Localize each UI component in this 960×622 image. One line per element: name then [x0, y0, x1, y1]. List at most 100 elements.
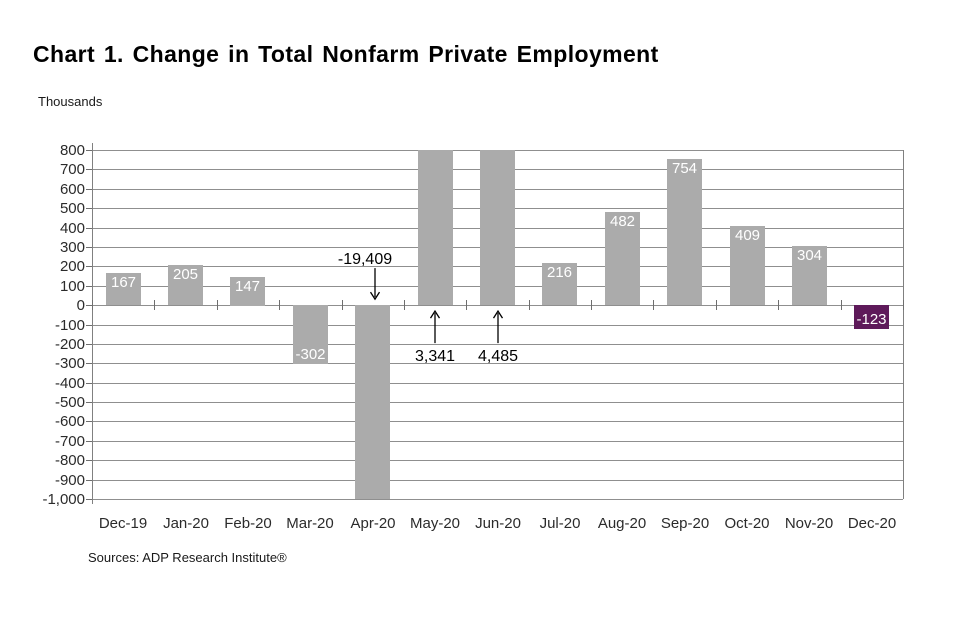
x-axis-label-jan-20: Jan-20 [163, 515, 209, 532]
y-axis-tick [86, 247, 92, 248]
y-axis-tick [86, 189, 92, 190]
annotation-label-may-20: 3,341 [414, 348, 456, 366]
x-axis-tick [342, 300, 343, 310]
y-axis-tick-label: -900 [54, 472, 85, 489]
y-axis-tick-label: -500 [54, 394, 85, 411]
source-note: Sources: ADP Research Institute® [88, 550, 287, 565]
x-axis-tick [591, 300, 592, 310]
y-axis-tick [86, 286, 92, 287]
x-axis-tick [92, 300, 93, 310]
bar-may-20 [418, 150, 453, 305]
x-axis-label-apr-20: Apr-20 [350, 515, 396, 532]
y-axis-tick-label: -100 [54, 317, 85, 334]
x-axis-label-feb-20: Feb-20 [224, 515, 272, 532]
y-axis-tick-label: 300 [59, 239, 85, 256]
y-axis-tick-label: -300 [54, 355, 85, 372]
x-axis-tick [778, 300, 779, 310]
bar-value-label-mar-20: -302 [295, 346, 326, 363]
bar-dec-19 [106, 273, 141, 305]
bar-value-label-jul-20: 216 [546, 264, 573, 281]
y-axis-tick [86, 460, 92, 461]
bar-value-label-feb-20: 147 [234, 278, 261, 295]
x-axis-tick [404, 300, 405, 310]
x-axis-tick [217, 300, 218, 310]
bar-aug-20 [605, 212, 640, 305]
y-axis-tick-label: -600 [54, 413, 85, 430]
bar-value-label-dec-20: -123 [856, 311, 887, 328]
bar-mar-20 [293, 305, 328, 364]
bar-value-label-sep-20: 754 [671, 160, 698, 177]
x-axis-label-jun-20: Jun-20 [475, 515, 521, 532]
gridline--700 [92, 441, 903, 442]
y-axis-tick [86, 383, 92, 384]
plot-right-border [903, 150, 904, 499]
bar-apr-20 [355, 305, 390, 499]
x-axis-label-dec-20: Dec-20 [847, 515, 897, 532]
y-axis-tick-label: -700 [54, 433, 85, 450]
y-axis-tick-label: -200 [54, 336, 85, 353]
bar-dec-20 [854, 305, 889, 329]
gridline--100 [92, 325, 903, 326]
x-axis-label-jul-20: Jul-20 [539, 515, 581, 532]
x-axis-tick [279, 300, 280, 310]
gridline--400 [92, 383, 903, 384]
y-axis-tick [86, 441, 92, 442]
chart-title: Chart 1. Change in Total Nonfarm Private… [33, 41, 659, 67]
bar-jan-20 [168, 265, 203, 305]
y-axis-tick [86, 169, 92, 170]
gridline--600 [92, 421, 903, 422]
y-axis-tick-label: 200 [59, 258, 85, 275]
y-axis-tick-label: -400 [54, 375, 85, 392]
x-axis-tick [903, 300, 904, 310]
annotation-label-jun-20: 4,485 [477, 348, 519, 366]
y-axis-tick-label: 0 [76, 297, 85, 314]
y-axis-tick [86, 344, 92, 345]
y-axis-tick-label: 700 [59, 161, 85, 178]
y-axis-tick [86, 402, 92, 403]
y-axis-tick [86, 480, 92, 481]
gridline--800 [92, 460, 903, 461]
y-axis-tick-label: 500 [59, 200, 85, 217]
x-axis-tick [841, 300, 842, 310]
bar-value-label-dec-19: 167 [110, 274, 137, 291]
y-axis-tick [86, 266, 92, 267]
y-axis-tick-label: -1,000 [42, 491, 85, 508]
y-axis-tick [86, 150, 92, 151]
y-axis-tick [86, 228, 92, 229]
bar-value-label-jan-20: 205 [172, 266, 199, 283]
x-axis-label-sep-20: Sep-20 [660, 515, 710, 532]
gridline--500 [92, 402, 903, 403]
x-axis-label-oct-20: Oct-20 [724, 515, 770, 532]
annotation-label-apr-20: -19,409 [337, 251, 393, 269]
gridline--200 [92, 344, 903, 345]
gridline--1000 [92, 499, 903, 500]
y-axis-tick [86, 208, 92, 209]
y-axis-tick-label: -800 [54, 452, 85, 469]
y-axis-tick [86, 325, 92, 326]
x-axis-tick [154, 300, 155, 310]
bar-value-label-nov-20: 304 [796, 247, 823, 264]
y-axis-tick [86, 421, 92, 422]
bar-oct-20 [730, 226, 765, 305]
x-axis-label-dec-19: Dec-19 [98, 515, 148, 532]
y-axis-tick [86, 499, 92, 500]
y-axis-units-label: Thousands [38, 94, 103, 109]
y-axis-tick-label: 600 [59, 181, 85, 198]
y-axis-tick-label: 400 [59, 220, 85, 237]
x-axis-label-may-20: May-20 [409, 515, 461, 532]
bar-value-label-oct-20: 409 [734, 227, 761, 244]
gridline--900 [92, 480, 903, 481]
bar-jul-20 [542, 263, 577, 305]
y-axis-tick [86, 305, 92, 306]
x-axis-label-mar-20: Mar-20 [286, 515, 334, 532]
y-axis-tick-label: 800 [59, 142, 85, 159]
gridline--300 [92, 363, 903, 364]
x-axis-label-nov-20: Nov-20 [784, 515, 834, 532]
gridline-0 [92, 305, 903, 306]
y-axis-tick-label: 100 [59, 278, 85, 295]
x-axis-tick [653, 300, 654, 310]
bar-jun-20 [480, 150, 515, 305]
x-axis-tick [466, 300, 467, 310]
y-axis-tick [86, 363, 92, 364]
